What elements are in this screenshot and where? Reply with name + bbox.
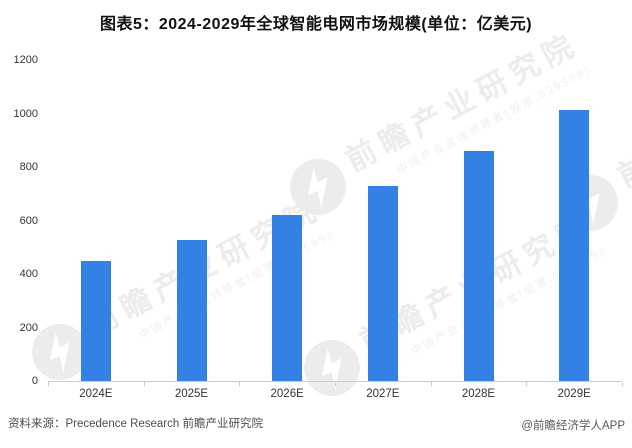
y-axis-tick-label: 0 — [31, 375, 38, 387]
y-axis-tick-label: 600 — [19, 214, 38, 227]
source-note: 资料来源：Precedence Research 前瞻产业研究院 — [8, 418, 263, 430]
x-axis-category-label: 2028E — [461, 388, 496, 400]
x-axis-tick — [239, 382, 241, 386]
bar-2025E — [176, 240, 207, 381]
y-axis-tick-label: 1000 — [13, 107, 38, 120]
bar-2024E — [80, 261, 111, 381]
x-axis-tick — [526, 382, 528, 386]
y-axis-tick-label: 200 — [19, 321, 38, 334]
x-axis-tick — [622, 382, 623, 386]
x-axis-tick — [335, 382, 336, 386]
x-axis-category-label: 2027E — [366, 388, 400, 400]
bar-2029E — [559, 110, 590, 381]
bar-2027E — [367, 186, 398, 381]
x-axis-tick — [48, 382, 49, 386]
x-axis-tick — [430, 382, 432, 386]
x-axis-category-label: 2029E — [557, 388, 591, 400]
x-axis-category-label: 2024E — [79, 388, 113, 400]
bar-2026E — [272, 215, 303, 381]
chart-title: 图表5：2024-2029年全球智能电网市场规模(单位：亿美元) — [99, 16, 533, 33]
x-axis-category-label: 2026E — [270, 388, 304, 400]
x-axis-tick — [143, 382, 145, 386]
credit-note: @前瞻经济学人APP — [521, 420, 625, 432]
y-axis-tick-label: 400 — [19, 268, 38, 280]
bar-2028E — [463, 151, 494, 381]
y-axis-tick-label: 1200 — [13, 54, 38, 66]
y-axis-tick-label: 800 — [19, 161, 38, 173]
x-axis-category-label: 2025E — [174, 388, 209, 400]
